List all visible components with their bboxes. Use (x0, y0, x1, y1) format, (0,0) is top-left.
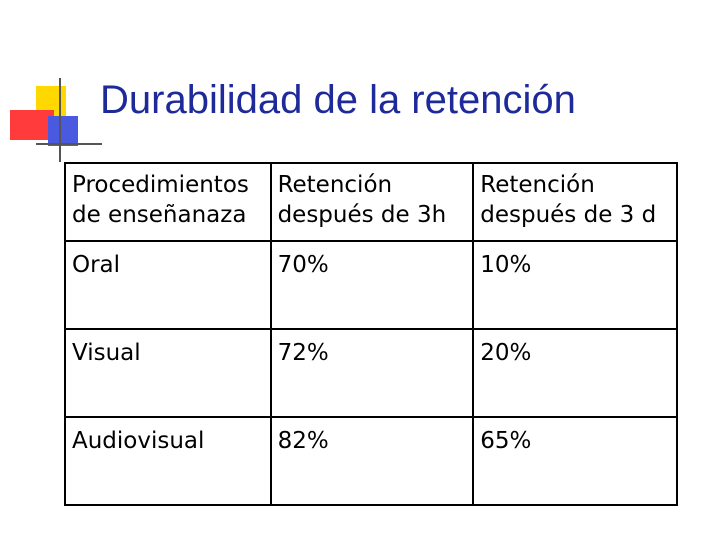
table-cell: Visual (64, 328, 272, 418)
header-cell-retention-3h: Retención después de 3h (269, 162, 475, 242)
header-line: Retención (480, 172, 595, 198)
header-cell-retention-3d: Retención después de 3 d (472, 162, 678, 242)
slide-title: Durabilidad de la retención (100, 78, 576, 122)
table-cell: Audiovisual (64, 416, 272, 506)
header-line: después de 3 d (480, 202, 657, 228)
logo-vertical-line (59, 78, 61, 162)
corner-logo (0, 0, 110, 170)
table-cell: 10% (472, 240, 678, 330)
table-row: Oral 70% 10% (64, 240, 678, 330)
table-cell: 72% (269, 328, 475, 418)
header-line: de enseñanaza (72, 202, 247, 228)
table-cell: 70% (269, 240, 475, 330)
table-row: Audiovisual 82% 65% (64, 416, 678, 506)
retention-table: Procedimientos de enseñanaza Retención d… (64, 162, 678, 506)
logo-blue-square (48, 116, 78, 146)
table-cell: Oral (64, 240, 272, 330)
header-line: Retención (277, 172, 393, 198)
table-header-row: Procedimientos de enseñanaza Retención d… (64, 162, 678, 242)
table-cell: 20% (472, 328, 678, 418)
table-cell: 82% (269, 416, 475, 506)
header-cell-procedures: Procedimientos de enseñanaza (64, 162, 272, 242)
logo-horizontal-line (36, 143, 102, 145)
table-cell: 65% (472, 416, 678, 506)
table-row: Visual 72% 20% (64, 328, 678, 418)
logo-red-square (10, 110, 54, 140)
header-line: Procedimientos (72, 172, 249, 198)
header-line: después de 3h (277, 202, 447, 228)
